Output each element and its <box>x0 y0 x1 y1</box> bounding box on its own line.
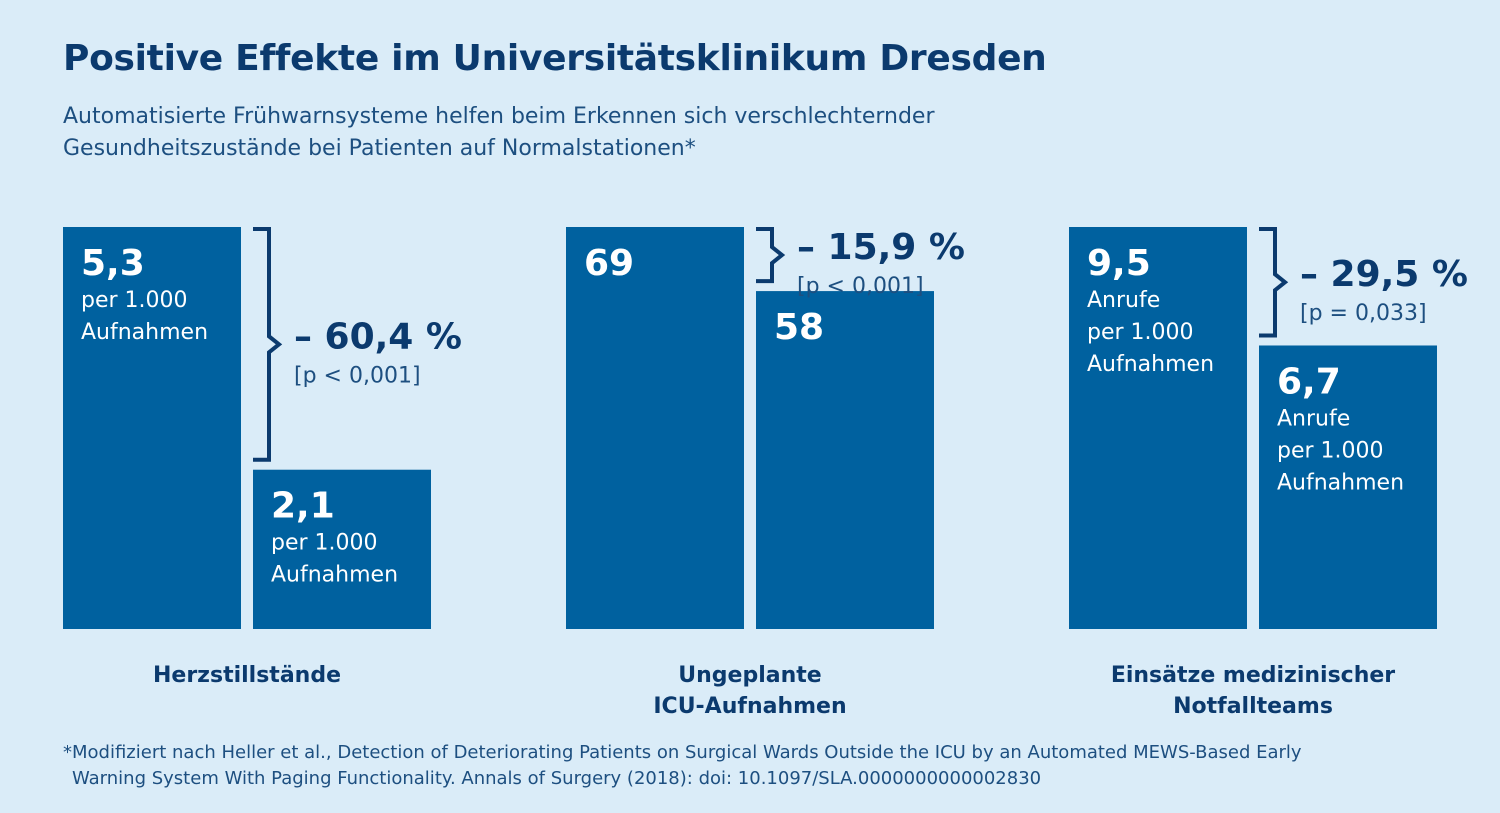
bar-before <box>63 227 241 629</box>
unit-label-before: Aufnahmen <box>81 320 208 345</box>
unit-label-before: per 1.000 <box>1087 320 1194 345</box>
category-label: Notfallteams <box>1173 694 1333 719</box>
unit-label-after: per 1.000 <box>271 531 378 556</box>
change-label: – 60,4 % <box>294 316 462 357</box>
data-label-after: 6,7 <box>1277 361 1341 402</box>
unit-label-before: Aufnahmen <box>1087 352 1214 377</box>
bar-before <box>1069 227 1247 629</box>
unit-label-after: Anrufe <box>1277 406 1350 431</box>
bracket <box>253 227 283 462</box>
footnote-line-1: *Modifiziert nach Heller et al., Detecti… <box>63 742 1302 763</box>
change-label: – 15,9 % <box>797 227 965 268</box>
subtitle-line-2: Gesundheitszustände bei Patienten auf No… <box>63 136 696 161</box>
bracket <box>1259 227 1289 338</box>
p-value-label: [p = 0,033] <box>1300 301 1427 326</box>
data-label-before: 5,3 <box>81 243 145 284</box>
bar-after <box>1259 345 1437 629</box>
change-label: – 29,5 % <box>1300 254 1468 295</box>
category-label: ICU-Aufnahmen <box>653 694 846 719</box>
category-label: Einsätze medizinischer <box>1111 663 1395 688</box>
data-label-after: 2,1 <box>271 486 335 527</box>
p-value-label: [p < 0,001] <box>294 363 421 388</box>
data-label-before: 69 <box>584 243 634 284</box>
category-label: Herzstillstände <box>153 663 341 688</box>
bracket <box>756 227 786 284</box>
p-value-label: [p < 0,001] <box>797 274 924 299</box>
unit-label-before: Anrufe <box>1087 288 1160 313</box>
footnote-line-2: Warning System With Paging Functionality… <box>72 768 1042 789</box>
data-label-before: 9,5 <box>1087 243 1151 284</box>
page-title: Positive Effekte im Universitätsklinikum… <box>63 38 1047 79</box>
unit-label-after: Aufnahmen <box>1277 470 1404 495</box>
bar-before <box>566 227 744 629</box>
unit-label-after: per 1.000 <box>1277 438 1384 463</box>
bar-after <box>253 469 431 629</box>
unit-label-before: per 1.000 <box>81 288 188 313</box>
subtitle-line-1: Automatisierte Frühwarnsysteme helfen be… <box>63 104 935 129</box>
data-label-after: 58 <box>774 307 824 348</box>
category-label: Ungeplante <box>678 663 821 688</box>
bar-after <box>756 291 934 629</box>
unit-label-after: Aufnahmen <box>271 563 398 588</box>
